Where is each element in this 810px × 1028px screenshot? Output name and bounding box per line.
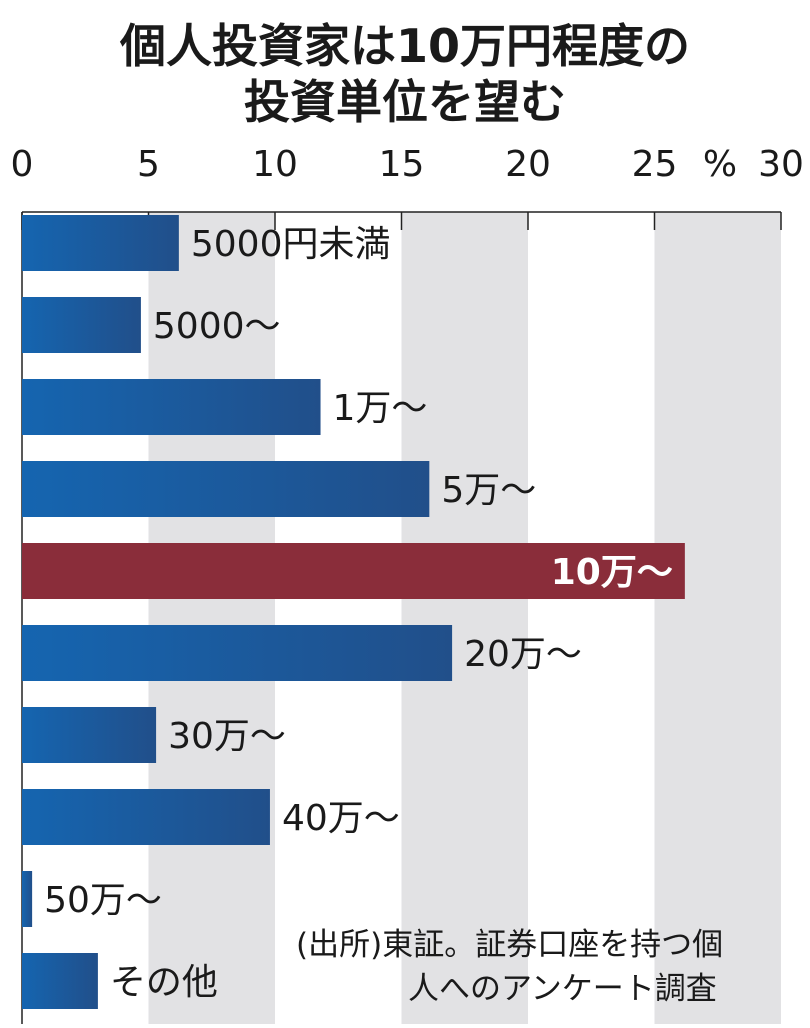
source-line-2: 人へのアンケート調査 (408, 971, 717, 1007)
bar (22, 953, 98, 1009)
bar-label: 5万～ (441, 470, 536, 511)
bar (22, 707, 157, 763)
tick-label: 10 (252, 144, 298, 185)
source-line-1: (出所)東証。証券口座を持つ個 (296, 927, 723, 963)
bar-label: 30万～ (168, 716, 286, 757)
chart-title-line-2: 投資単位を望む (244, 75, 566, 129)
bar (22, 379, 321, 435)
bar-label: 50万～ (44, 880, 162, 921)
bar-label: 10万～ (551, 552, 673, 593)
tick-label: 15 (379, 144, 425, 185)
bar-label: 20万～ (464, 634, 582, 675)
tick-label: 0 (11, 144, 34, 185)
unit-label: % (703, 144, 737, 185)
tick-label: 25 (632, 144, 678, 185)
bar-label: その他 (110, 962, 218, 1003)
bar-label: 1万～ (333, 388, 428, 429)
chart-title-line-1: 個人投資家は10万円程度の (119, 19, 690, 73)
bar (22, 461, 430, 517)
tick-label: 20 (505, 144, 551, 185)
bar-label: 5000円未満 (191, 224, 391, 265)
grid-band (401, 212, 528, 1024)
bar (22, 871, 33, 927)
grid-band (148, 212, 275, 1024)
bar-label: 40万～ (282, 798, 400, 839)
bar-highlight (22, 543, 685, 599)
bar (22, 215, 179, 271)
tick-label: 30 (758, 144, 804, 185)
bar-label: 5000～ (153, 306, 281, 347)
bar (22, 789, 270, 845)
bar (22, 297, 141, 353)
bar (22, 625, 453, 681)
grid-band (654, 212, 781, 1024)
tick-label: 5 (137, 144, 160, 185)
